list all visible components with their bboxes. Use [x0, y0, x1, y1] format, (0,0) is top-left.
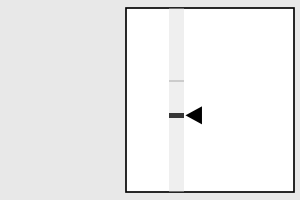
Text: 130: 130: [140, 14, 160, 24]
Text: 72: 72: [147, 76, 160, 86]
Text: 28: 28: [147, 175, 160, 185]
Text: 36: 36: [147, 149, 160, 159]
Text: 55: 55: [147, 104, 160, 114]
Text: 95: 95: [147, 47, 160, 57]
